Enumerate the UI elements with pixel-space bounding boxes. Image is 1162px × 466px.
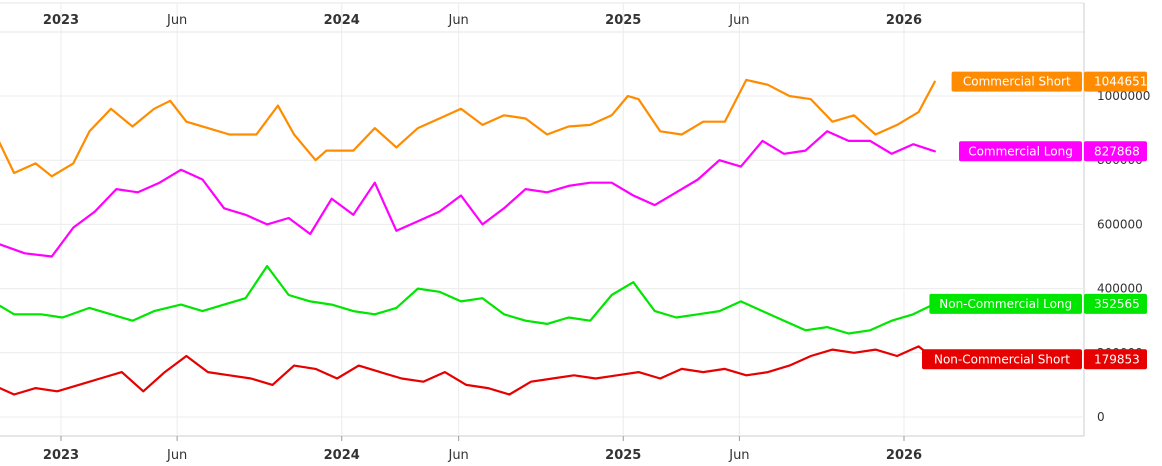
y-tick-label: 1000000 — [1097, 89, 1150, 103]
x-tick-label-bottom: 2025 — [605, 448, 641, 462]
x-tick-label-top: Jun — [728, 13, 749, 28]
x-tick-label-top: 2026 — [886, 13, 922, 28]
non-commercial-long-line — [0, 265, 936, 335]
commercial-long-name-label-bg — [959, 141, 1082, 162]
x-tick-label-top: Jun — [447, 13, 468, 28]
x-tick-label-bottom: Jun — [447, 448, 468, 462]
non-commercial-short-value-label: 179853 — [1094, 352, 1140, 366]
non-commercial-short-value-label-bg — [1084, 349, 1147, 370]
commercial-short-name-label: Commercial Short — [963, 75, 1071, 89]
commercial-long-name-label: Commercial Long — [968, 144, 1073, 158]
commercial-long-value-label-bg — [1084, 141, 1147, 162]
y-tick-label: 400000 — [1097, 282, 1143, 296]
series-lines — [0, 78, 936, 396]
x-tick-label-top: 2023 — [43, 13, 79, 28]
non-commercial-short-name-label-bg — [922, 349, 1082, 370]
commercial-long-line — [0, 130, 936, 258]
x-tick-label-bottom: 2023 — [43, 448, 79, 462]
x-tick-label-top: Jun — [166, 13, 187, 28]
series-labels: Commercial Short 1044651 Commercial Long 82… — [922, 71, 1147, 370]
commercial-short-line — [0, 78, 936, 178]
commercial-short-name-label-bg — [951, 71, 1082, 92]
non-commercial-long-value-label-bg — [1084, 293, 1147, 314]
non-commercial-long-value-label: 352565 — [1094, 297, 1140, 311]
y-tick-label: 600000 — [1097, 217, 1143, 231]
x-tick-label-top: 2024 — [324, 13, 360, 28]
x-tick-label-bottom: 2024 — [324, 448, 360, 462]
commercial-short-value-label-bg — [1084, 71, 1147, 92]
commercial-short-value-label: 1044651 — [1094, 75, 1147, 89]
non-commercial-short-name-label: Non-Commercial Short — [934, 352, 1070, 366]
x-tick-label-bottom: Jun — [166, 448, 187, 462]
non-commercial-long-name-label-bg — [929, 293, 1082, 314]
commercial-long-value-label: 827868 — [1094, 144, 1140, 158]
x-tick-label-bottom: Jun — [728, 448, 749, 462]
y-tick-label: 0 — [1097, 410, 1105, 424]
x-tick-label-bottom: 2026 — [886, 448, 922, 462]
non-commercial-short-line — [0, 345, 936, 396]
non-commercial-long-name-label: Non-Commercial Long — [939, 297, 1072, 311]
x-tick-label-top: 2025 — [605, 13, 641, 28]
